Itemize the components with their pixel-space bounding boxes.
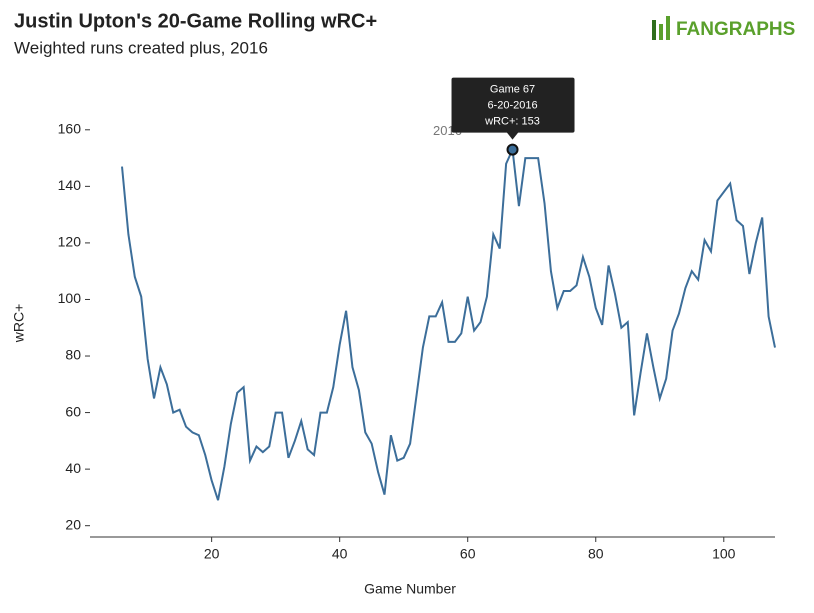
tooltip-pointer bbox=[506, 132, 519, 140]
tooltip-box bbox=[451, 77, 575, 133]
logo-icon bbox=[652, 16, 670, 40]
tooltip-line: Game 67 bbox=[490, 83, 535, 95]
x-tick-label: 40 bbox=[332, 546, 348, 562]
y-tick-label: 60 bbox=[65, 403, 81, 419]
y-tick-label: 40 bbox=[65, 460, 81, 476]
tooltip: Game 67 6-20-2016 wRC+: 153 bbox=[451, 77, 575, 140]
chart-title: Justin Upton's 20-Game Rolling wRC+ bbox=[14, 10, 377, 32]
data-line bbox=[121, 145, 776, 501]
x-tick-label: 100 bbox=[712, 546, 736, 562]
y-tick-label: 160 bbox=[58, 120, 82, 136]
y-axis-title: wRC+ bbox=[11, 304, 27, 344]
y-tick-label: 120 bbox=[58, 234, 82, 250]
y-tick-label: 20 bbox=[65, 516, 81, 532]
y-tick-label: 100 bbox=[58, 290, 82, 306]
chart-subtitle: Weighted runs created plus, 2016 bbox=[14, 38, 268, 57]
x-tick-label: 80 bbox=[588, 546, 604, 562]
tooltip-line: 6-20-2016 bbox=[487, 99, 537, 111]
highlight-point bbox=[506, 143, 519, 156]
x-tick-label: 60 bbox=[460, 546, 476, 562]
y-tick-label: 80 bbox=[65, 347, 81, 363]
logo: FANGRAPHS bbox=[676, 19, 795, 40]
tooltip-line: wRC+: 153 bbox=[484, 115, 540, 127]
x-axis-title: Game Number bbox=[364, 581, 456, 597]
x-tick-label: 20 bbox=[204, 546, 220, 562]
y-tick-label: 140 bbox=[58, 177, 82, 193]
